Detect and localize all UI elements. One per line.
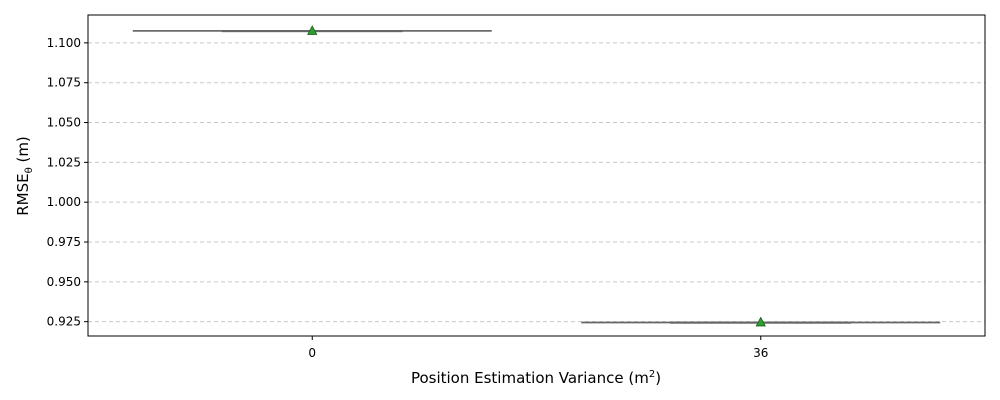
- x-axis-label: Position Estimation Variance (m2): [411, 369, 661, 387]
- y-tick-label: 1.075: [47, 76, 81, 90]
- grid: [88, 42, 985, 323]
- y-tick-label: 1.050: [47, 116, 81, 130]
- y-tick-label: 1.025: [47, 155, 81, 169]
- y-tick-label: 0.925: [47, 315, 81, 329]
- box-36: [581, 316, 941, 327]
- x-axis: 0 36: [308, 336, 768, 360]
- mean-marker: [755, 316, 766, 327]
- y-tick-label: 0.950: [47, 275, 81, 289]
- x-axis-label-main: Position Estimation Variance (m: [411, 369, 649, 387]
- box-series: [132, 25, 941, 327]
- y-tick-label: 1.100: [47, 36, 81, 50]
- y-axis-label: RMSEθ (m): [14, 136, 35, 216]
- x-axis-label-sup: 2: [649, 369, 655, 380]
- y-axis-label-sub: θ: [24, 167, 35, 173]
- y-axis: 0.925 0.950 0.975 1.000 1.025 1.050 1.075 1.100: [47, 36, 88, 329]
- y-tick-label: 1.000: [47, 195, 81, 209]
- mean-marker: [307, 25, 318, 35]
- y-axis-label-main: RMSE: [14, 173, 32, 215]
- x-tick-label: 0: [308, 346, 316, 360]
- plot-frame: [87, 14, 986, 337]
- x-axis-label-suffix: ): [655, 369, 661, 387]
- x-tick-label: 36: [753, 346, 768, 360]
- y-axis-label-suffix: (m): [14, 136, 32, 167]
- y-tick-label: 0.975: [47, 235, 81, 249]
- box-0: [132, 25, 492, 35]
